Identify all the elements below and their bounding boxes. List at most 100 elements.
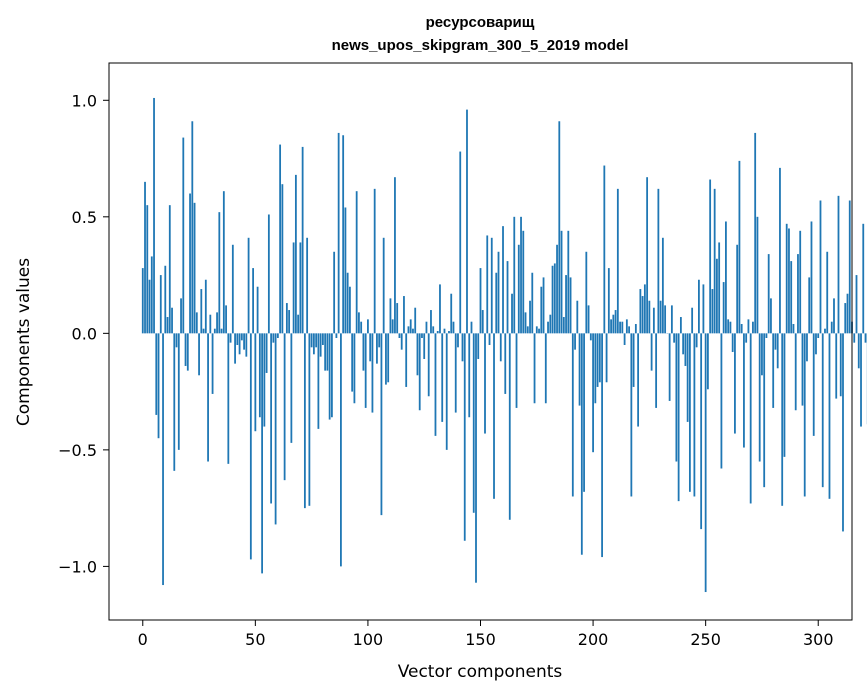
bar-167 [517, 244, 520, 334]
x-tick-label-5: 250 [690, 630, 721, 649]
bar-152 [484, 333, 486, 434]
bar-242 [686, 333, 689, 422]
bar-99 [364, 333, 367, 408]
bar-52 [258, 333, 261, 418]
x-tick-label-3: 150 [465, 630, 496, 649]
bar-297 [810, 221, 813, 334]
bar-296 [808, 277, 811, 334]
bar-133 [441, 333, 444, 422]
bar-314 [848, 200, 851, 334]
bar-160 [502, 226, 504, 334]
bar-276 [763, 333, 766, 488]
bar-20 [186, 333, 189, 371]
bar-162 [506, 261, 509, 334]
bar-228 [655, 333, 658, 408]
bar-319 [860, 333, 862, 427]
bar-287 [788, 228, 790, 334]
bar-100 [367, 319, 369, 334]
bar-93 [351, 333, 354, 392]
bar-306 [830, 321, 833, 334]
x-tick-label-2: 100 [353, 630, 384, 649]
bar-60 [276, 333, 279, 338]
bar-37 [225, 305, 227, 334]
bar-199 [589, 333, 592, 341]
bar-155 [490, 237, 493, 334]
bar-291 [797, 254, 799, 334]
bar-77 [315, 333, 318, 348]
bar-110 [389, 298, 392, 334]
bar-78 [317, 333, 320, 429]
bar-161 [504, 333, 507, 394]
chart-title: ресурсоварищ [426, 14, 535, 31]
bar-254 [713, 188, 716, 334]
bar-279 [770, 298, 772, 334]
bar-10 [164, 265, 167, 334]
bar-307 [833, 298, 835, 334]
y-tick-label-3: 0.5 [72, 208, 97, 227]
bar-108 [385, 333, 387, 385]
bar-173 [531, 272, 534, 334]
bar-274 [758, 333, 761, 462]
bar-33 [216, 312, 218, 334]
bar-230 [659, 300, 662, 334]
bar-96 [358, 312, 360, 334]
bar-55 [265, 333, 268, 373]
bar-92 [349, 286, 351, 334]
bar-105 [378, 333, 381, 348]
bar-158 [497, 251, 500, 334]
bar-176 [538, 328, 540, 334]
bar-72 [303, 333, 306, 509]
bar-35 [220, 328, 223, 334]
bar-220 [637, 333, 640, 427]
bar-88 [340, 333, 342, 567]
bar-82 [326, 333, 329, 371]
bar-38 [227, 333, 230, 464]
bar-90 [344, 207, 347, 334]
bar-177 [540, 286, 543, 334]
bar-15 [175, 333, 178, 348]
chart-subtitle: news_upos_skipgram_300_5_2019 model [332, 37, 629, 54]
bar-179 [544, 333, 547, 404]
bar-146 [470, 321, 473, 334]
bar-266 [740, 324, 743, 334]
bar-270 [749, 333, 752, 504]
bar-39 [229, 333, 232, 343]
bar-302 [821, 333, 824, 488]
bar-182 [551, 265, 554, 334]
x-tick-label-4: 200 [578, 630, 609, 649]
bar-318 [857, 333, 860, 369]
bar-25 [198, 333, 200, 376]
bar-275 [761, 333, 763, 376]
x-tick-label-0: 0 [138, 630, 148, 649]
bar-147 [472, 333, 475, 513]
bar-97 [360, 321, 363, 334]
bar-44 [240, 333, 243, 341]
bar-75 [310, 333, 313, 348]
bar-67 [292, 242, 295, 334]
bar-289 [792, 324, 795, 334]
bar-239 [679, 317, 682, 334]
bar-113 [396, 303, 399, 334]
bar-202 [596, 333, 599, 387]
bar-240 [682, 333, 685, 355]
bar-283 [779, 167, 781, 334]
bar-195 [580, 333, 583, 555]
bar-206 [605, 333, 608, 383]
bar-12 [168, 205, 171, 334]
bar-68 [294, 174, 297, 334]
bar-53 [261, 333, 263, 574]
bar-156 [493, 333, 495, 499]
bar-58 [272, 333, 275, 343]
bar-316 [853, 333, 856, 343]
bar-151 [481, 310, 484, 334]
bar-163 [508, 333, 511, 520]
bar-265 [738, 160, 741, 334]
bar-135 [445, 333, 448, 450]
bar-136 [448, 331, 450, 334]
bar-95 [355, 191, 358, 334]
bar-247 [698, 279, 700, 334]
bar-109 [387, 333, 390, 383]
bar-203 [598, 333, 601, 383]
bar-218 [632, 333, 635, 387]
bar-170 [524, 312, 527, 334]
